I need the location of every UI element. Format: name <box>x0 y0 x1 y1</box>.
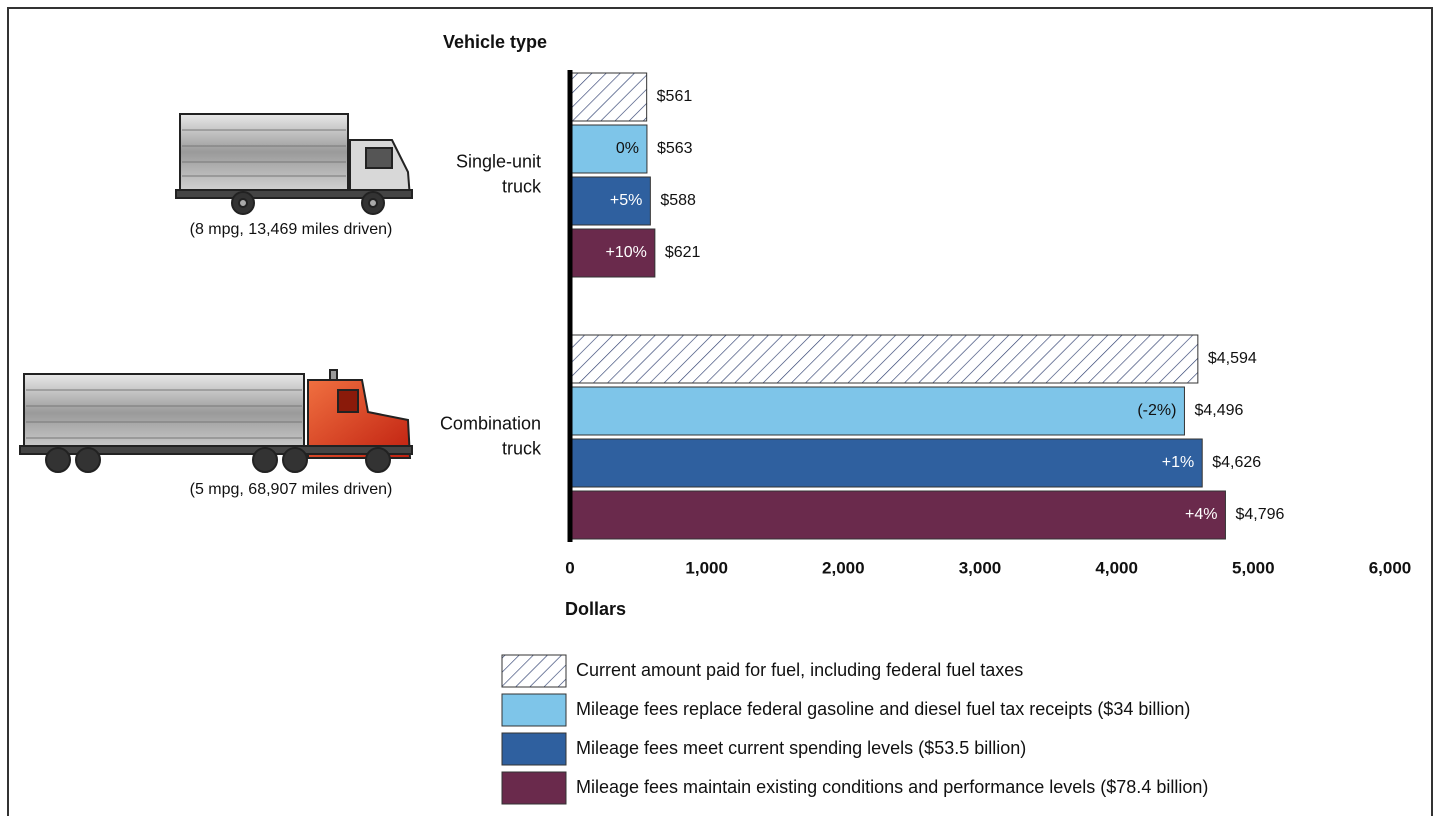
x-tick-label: 2,000 <box>822 558 865 577</box>
x-tick-label: 4,000 <box>1095 558 1138 577</box>
bar <box>569 228 656 278</box>
value-label: $563 <box>657 140 693 157</box>
change-label: +5% <box>610 192 642 209</box>
combination-truck-icon <box>19 369 413 473</box>
category-label: Combination truck <box>440 413 542 458</box>
x-tick-label: 0 <box>565 558 574 577</box>
change-label: +4% <box>1185 506 1217 523</box>
bar <box>569 334 1199 384</box>
x-tick-label: 5,000 <box>1232 558 1275 577</box>
legend-swatch <box>501 771 567 805</box>
value-label: $4,626 <box>1212 454 1261 471</box>
legend-swatch <box>501 732 567 766</box>
x-tick-label: 1,000 <box>685 558 728 577</box>
y-axis-title: Vehicle type <box>443 32 547 52</box>
bar <box>569 438 1203 488</box>
legend-label: Mileage fees replace federal gasoline an… <box>576 699 1190 719</box>
category-label: Single-unit truck <box>456 151 542 196</box>
change-label: (-2%) <box>1137 402 1176 419</box>
value-label: $561 <box>657 88 693 105</box>
value-label: $588 <box>660 192 696 209</box>
vehicle-note: (8 mpg, 13,469 miles driven) <box>190 221 393 238</box>
vehicle-note: (5 mpg, 68,907 miles driven) <box>190 481 393 498</box>
value-label: $621 <box>665 244 701 261</box>
legend-label: Mileage fees meet current spending level… <box>576 738 1026 758</box>
bar <box>569 72 648 122</box>
bar <box>569 490 1226 540</box>
legend-label: Mileage fees maintain existing condition… <box>576 777 1208 797</box>
value-label: $4,796 <box>1235 506 1284 523</box>
frame <box>7 7 1433 816</box>
value-label: $4,496 <box>1194 402 1243 419</box>
bar <box>569 176 651 226</box>
change-label: +1% <box>1162 454 1194 471</box>
legend-swatch <box>501 693 567 727</box>
value-label: $4,594 <box>1208 350 1257 367</box>
x-tick-label: 6,000 <box>1369 558 1412 577</box>
x-axis-title: Dollars <box>565 599 626 619</box>
change-label: +10% <box>605 244 646 261</box>
x-tick-label: 3,000 <box>959 558 1002 577</box>
bar <box>569 386 1185 436</box>
legend-label: Current amount paid for fuel, including … <box>576 660 1023 680</box>
legend-swatch <box>501 654 567 688</box>
single-unit-truck-icon <box>175 113 413 215</box>
change-label: 0% <box>616 140 639 157</box>
